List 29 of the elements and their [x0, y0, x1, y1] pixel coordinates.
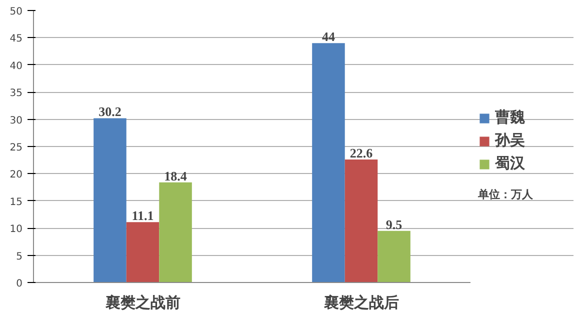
- data-label: 22.6: [350, 146, 374, 161]
- annotation: 单位：万人: [478, 187, 533, 202]
- y-tick-label: 50: [10, 6, 23, 18]
- data-label: 18.4: [164, 168, 188, 184]
- x-tick-label: 襄樊之战后: [322, 294, 399, 312]
- bar: [344, 160, 378, 282]
- y-tick-label: 45: [10, 34, 23, 45]
- bar: [94, 118, 126, 282]
- y-tick-label: 10: [10, 224, 23, 236]
- bar: [159, 182, 192, 282]
- y-tick-label: 5: [16, 251, 23, 262]
- legend-label: 蜀汉: [495, 154, 525, 173]
- y-tick-label: 15: [10, 196, 23, 208]
- y-tick-label: 0: [16, 278, 23, 290]
- data-label: 11.1: [132, 208, 154, 224]
- y-tick-label: 30: [10, 115, 23, 126]
- legend-label: 孙吴: [495, 131, 525, 150]
- data-label: 9.5: [386, 216, 403, 232]
- legend-label: 曹魏: [495, 108, 525, 127]
- data-label: 44: [322, 29, 336, 44]
- bar: [312, 43, 345, 282]
- data-label: 30.2: [98, 104, 122, 120]
- y-tick-label: 25: [10, 142, 23, 154]
- bar: [378, 230, 410, 282]
- bar: [126, 222, 160, 282]
- y-tick-label: 20: [10, 170, 23, 181]
- y-tick-label: 40: [10, 60, 23, 72]
- x-tick-label: 襄樊之战前: [104, 294, 180, 312]
- y-tick-label: 35: [10, 88, 23, 100]
